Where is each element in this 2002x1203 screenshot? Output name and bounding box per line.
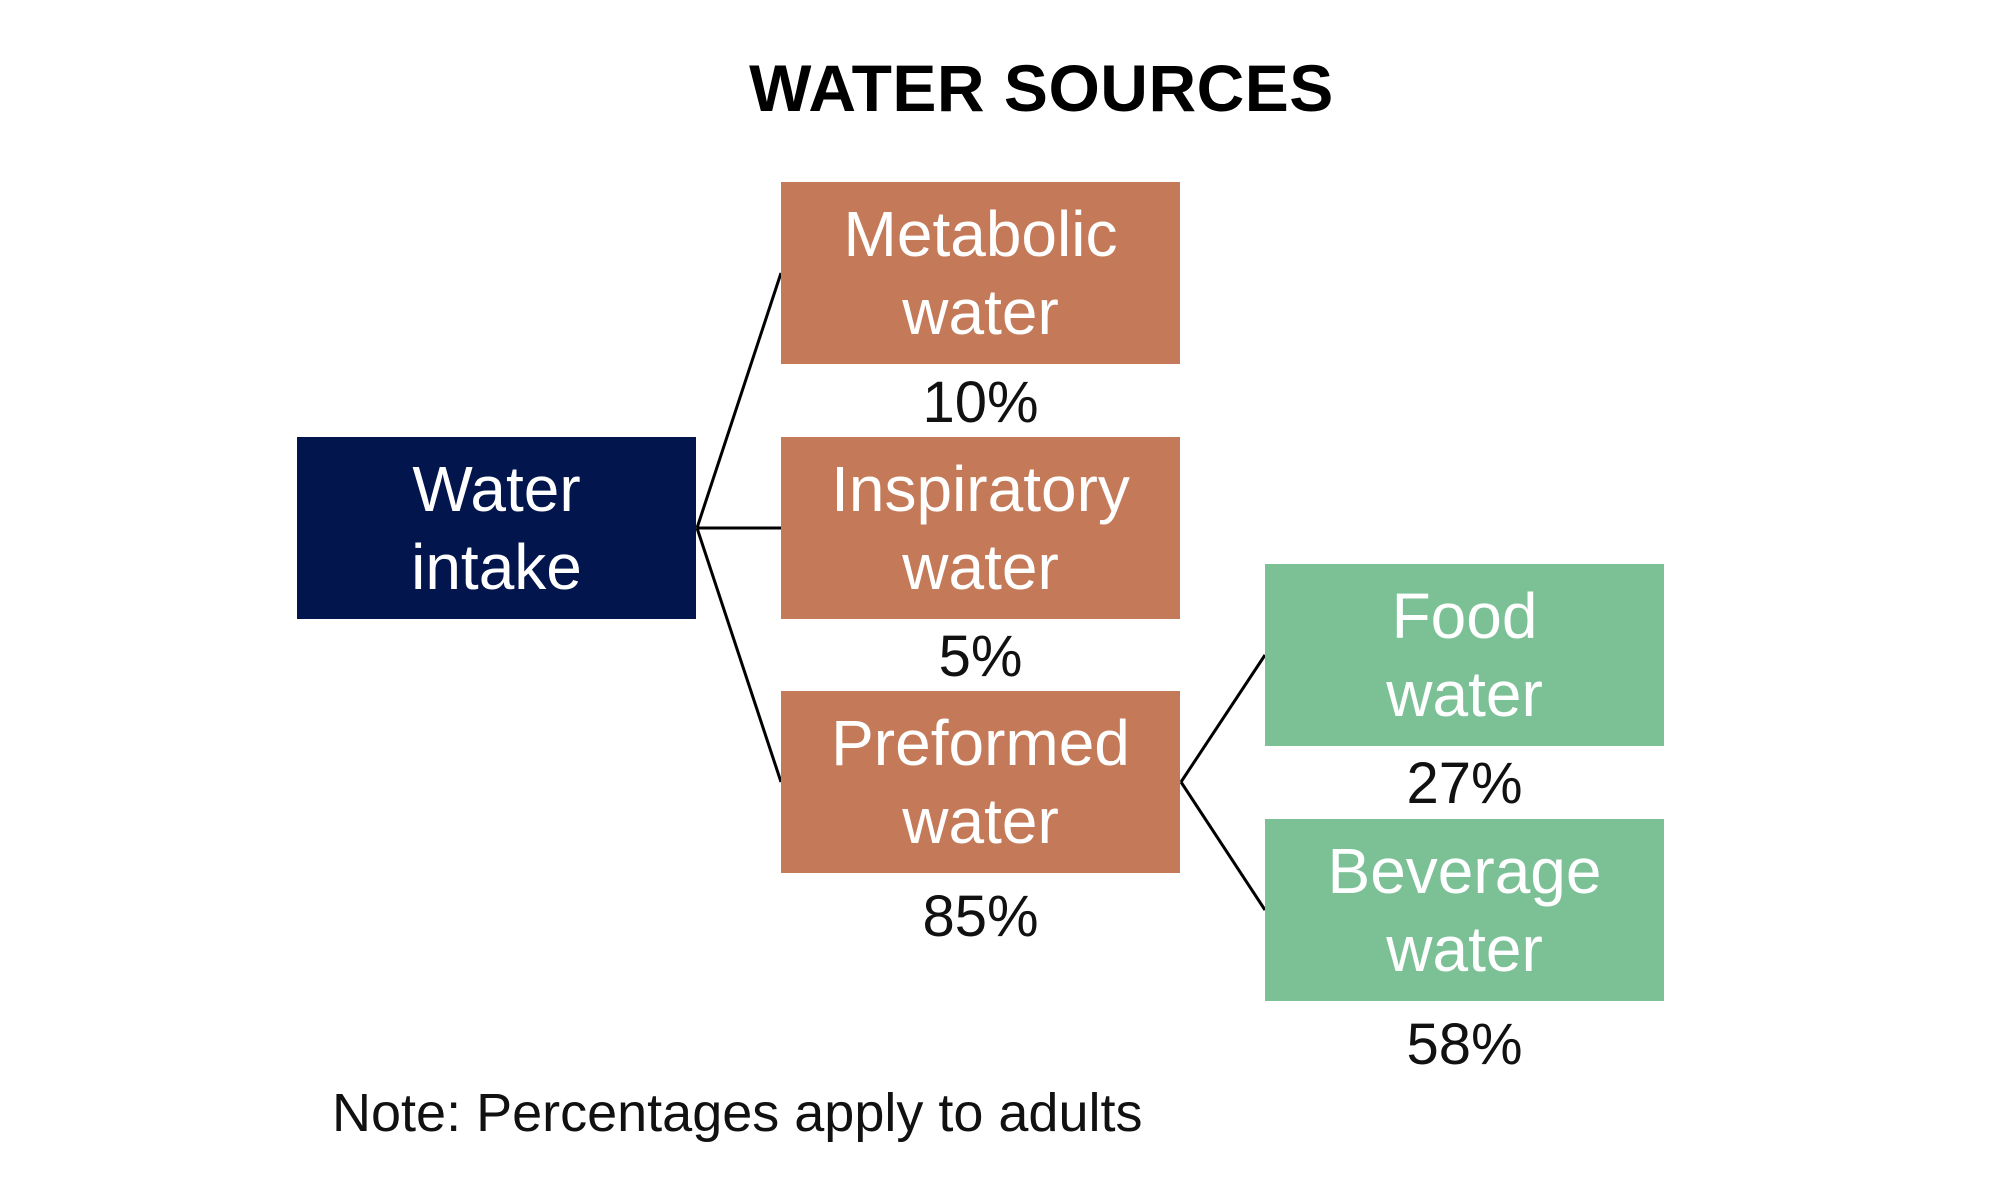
node-label-line1: Food [1391, 580, 1538, 652]
food-percent: 27% [1406, 751, 1523, 816]
node-beverage-water: Beverage water [1265, 819, 1664, 1001]
node-food-water: Food water [1265, 564, 1664, 746]
link-preformed-beverage [1179, 781, 1267, 911]
node-label-line2: water [1386, 913, 1543, 985]
node-label-line1: Beverage [1327, 835, 1602, 907]
link-intake-metabolic [695, 272, 783, 529]
node-label-line1: Preformed [831, 707, 1130, 779]
link-preformed-food [1179, 654, 1267, 783]
node-inspiratory-water: Inspiratory water [781, 437, 1180, 619]
node-label-line2: water [902, 785, 1059, 857]
diagram-title: WATER SOURCES [749, 51, 1334, 125]
preformed-percent: 85% [922, 884, 1039, 949]
node-metabolic-water: Metabolic water [781, 182, 1180, 364]
node-label-line1: Metabolic [843, 198, 1118, 270]
node-label-line1: Water [412, 453, 581, 525]
node-label-line1: Inspiratory [831, 453, 1130, 525]
node-preformed-water: Preformed water [781, 691, 1180, 873]
node-water-intake: Water intake [297, 437, 696, 619]
node-label-line2: water [902, 531, 1059, 603]
node-label-line2: intake [411, 531, 582, 603]
node-label-line2: water [1386, 658, 1543, 730]
beverage-percent: 58% [1406, 1012, 1523, 1077]
inspiratory-percent: 5% [938, 624, 1023, 689]
node-label-line2: water [902, 276, 1059, 348]
footnote: Note: Percentages apply to adults [332, 1083, 1143, 1143]
link-intake-preformed [695, 527, 783, 783]
metabolic-percent: 10% [922, 370, 1039, 435]
